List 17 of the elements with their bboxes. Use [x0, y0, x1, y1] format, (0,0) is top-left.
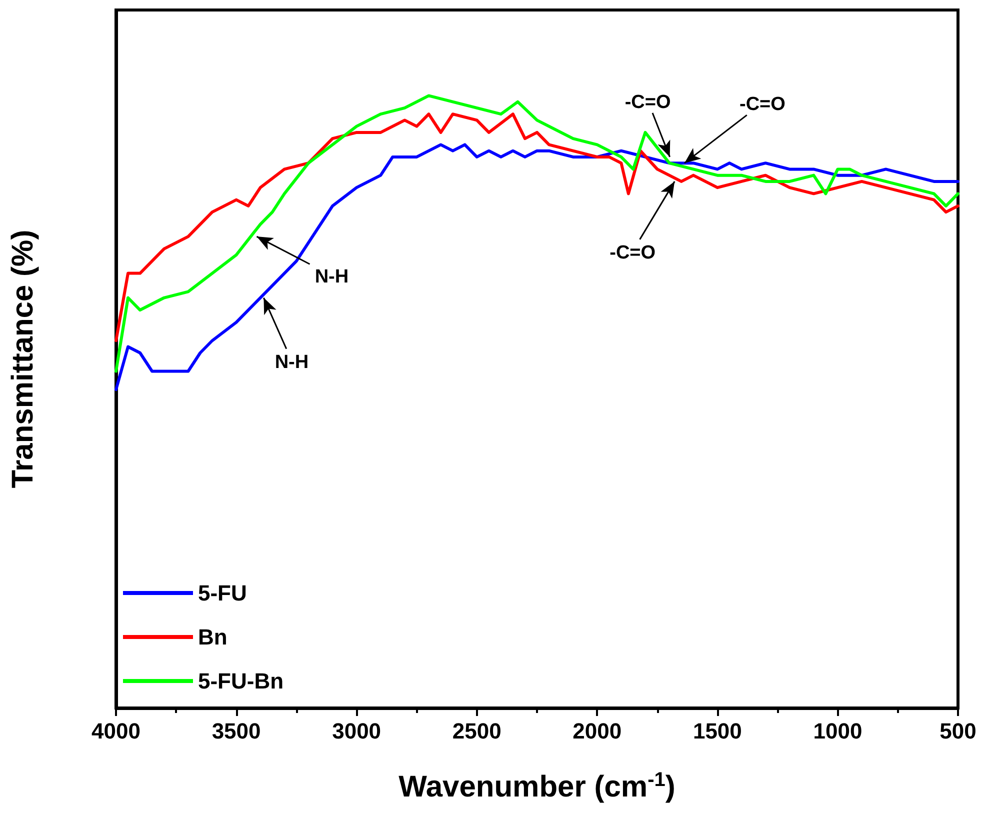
annotation: N-H [314, 266, 349, 288]
x-tick-label: 3500 [212, 718, 261, 744]
x-tick-label: 500 [940, 718, 976, 744]
y-axis-title: Transmittance (%) [6, 230, 40, 488]
annotation: -C=O [624, 92, 671, 113]
x-tick-label: 1500 [692, 718, 742, 744]
x-tick-label: 4000 [92, 718, 140, 744]
legend-label: 5-FU [198, 580, 247, 606]
annotation: -C=O [610, 242, 656, 264]
legend-label: Bn [198, 624, 228, 650]
x-tick-label: 3000 [332, 718, 382, 744]
x-tick-label: 2000 [572, 718, 622, 744]
legend-label: 5-FU-Bn [198, 668, 284, 694]
x-tick-label: 1000 [813, 718, 862, 744]
x-tick-label: 2500 [452, 718, 502, 744]
annotation: N-H [274, 352, 309, 373]
annotation: -C=O [740, 94, 786, 116]
